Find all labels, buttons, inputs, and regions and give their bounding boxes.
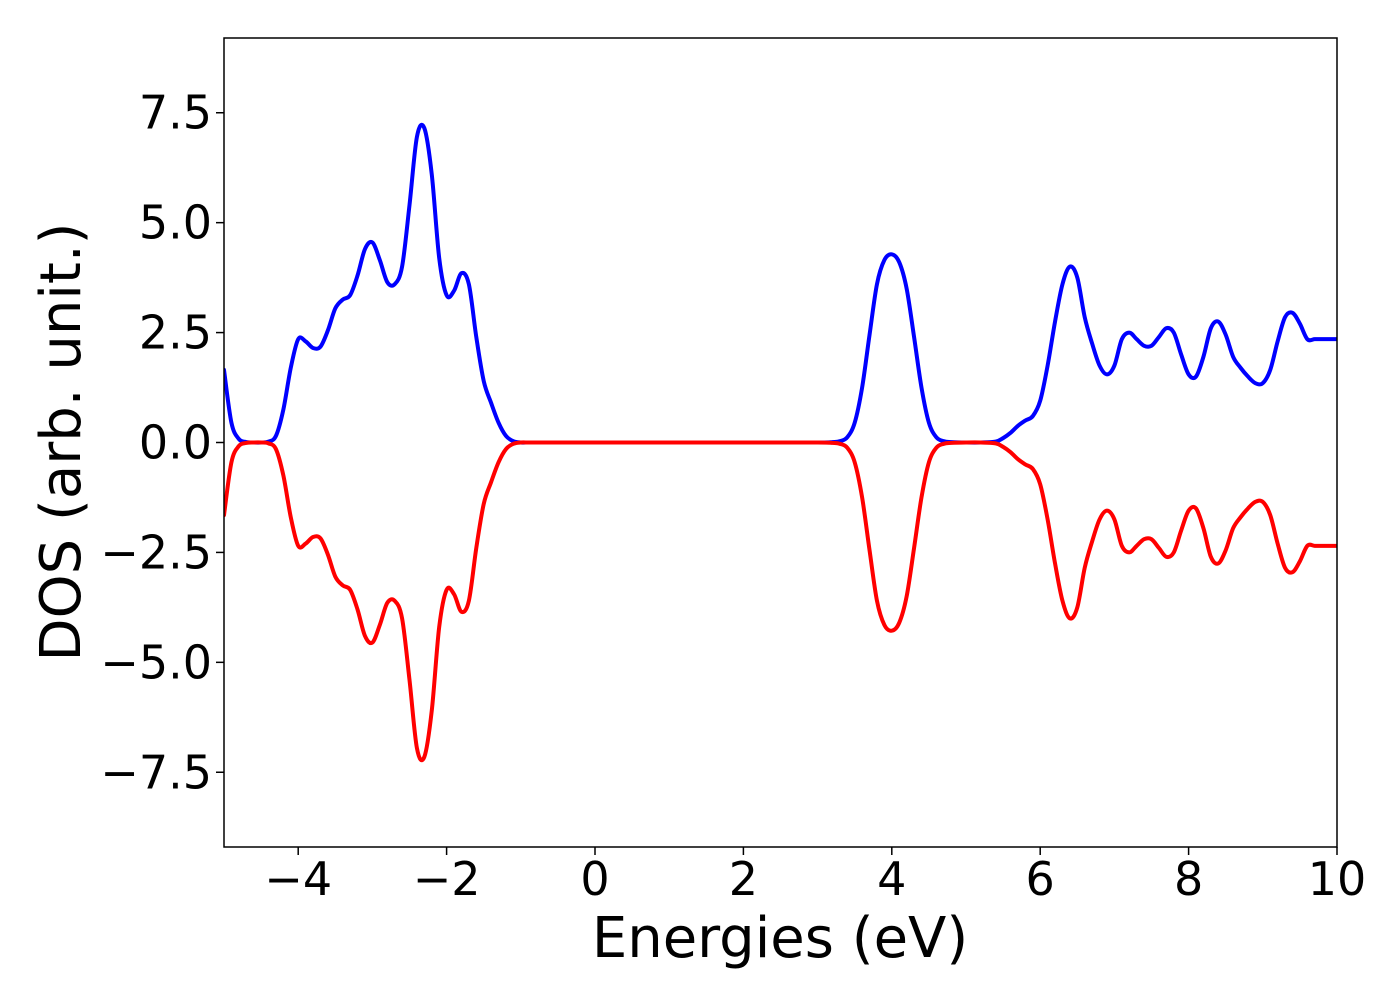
x-tick-label: 0 <box>580 852 609 906</box>
y-tick-label: −5.0 <box>100 635 212 689</box>
y-axis-label: DOS (arb. unit.) <box>29 222 94 661</box>
x-tick-label: 6 <box>1026 852 1055 906</box>
x-tick-label: 8 <box>1174 852 1203 906</box>
y-tick-label: −2.5 <box>100 525 212 579</box>
x-axis-label: Energies (eV) <box>592 906 968 971</box>
y-tick-label: 5.0 <box>139 196 212 250</box>
x-tick-label: 2 <box>729 852 758 906</box>
x-tick-label: 4 <box>877 852 906 906</box>
x-tick-label: −4 <box>264 852 332 906</box>
y-tick-label: 0.0 <box>139 416 212 470</box>
x-tick-label: −2 <box>413 852 481 906</box>
y-tick-label: −7.5 <box>100 745 212 799</box>
series-line-2 <box>224 440 1337 763</box>
y-tick-label: 2.5 <box>139 306 212 360</box>
x-tick-label: 10 <box>1308 852 1367 906</box>
series-line-1 <box>224 122 1337 445</box>
y-tick-label: 7.5 <box>139 86 212 140</box>
